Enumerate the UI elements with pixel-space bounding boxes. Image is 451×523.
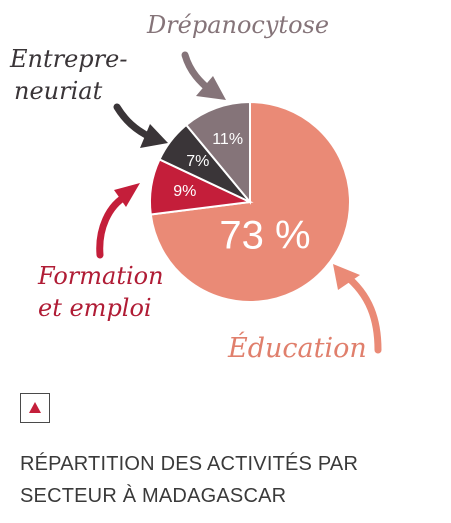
triangle-up-icon [29,402,41,413]
arrow-education [341,271,382,354]
legend-marker [20,393,50,423]
arrow-head-drepanocytose [196,76,226,100]
pie-chart: 73 % 9% 7%11% Drépanocytose Entrepre- neur… [9,11,382,364]
slice-drepanocytose [184,100,251,205]
value-label-formation-emploi: 9% [173,183,196,200]
arrow-head-entrepreneuriat [140,124,168,148]
slice-label-formation-emploi: Formation et emploi [37,262,171,322]
slice-label-drepanocytose: Drépanocytose [146,11,329,39]
value-label-entrepreneuriat: 7% [186,153,209,170]
slice-label-education: Éducation [227,331,367,364]
caption-line-1: RÉPARTITION DES ACTIVITÉS PAR [20,453,359,475]
slice-label-entrepreneuriat: Entrepre- neuriat [9,45,135,105]
value-label-drepanocytose: 11% [212,131,243,148]
arrow-formation-emploi [96,191,132,259]
arrow-head-education [333,264,360,290]
chart-caption: RÉPARTITION DES ACTIVITÉS PAR SECTEUR À … [20,448,440,512]
value-label-education: 73 % [219,214,310,258]
arrow-head-formation-emploi [114,183,140,207]
caption-line-2: SECTEUR À MADAGASCAR [20,485,287,507]
